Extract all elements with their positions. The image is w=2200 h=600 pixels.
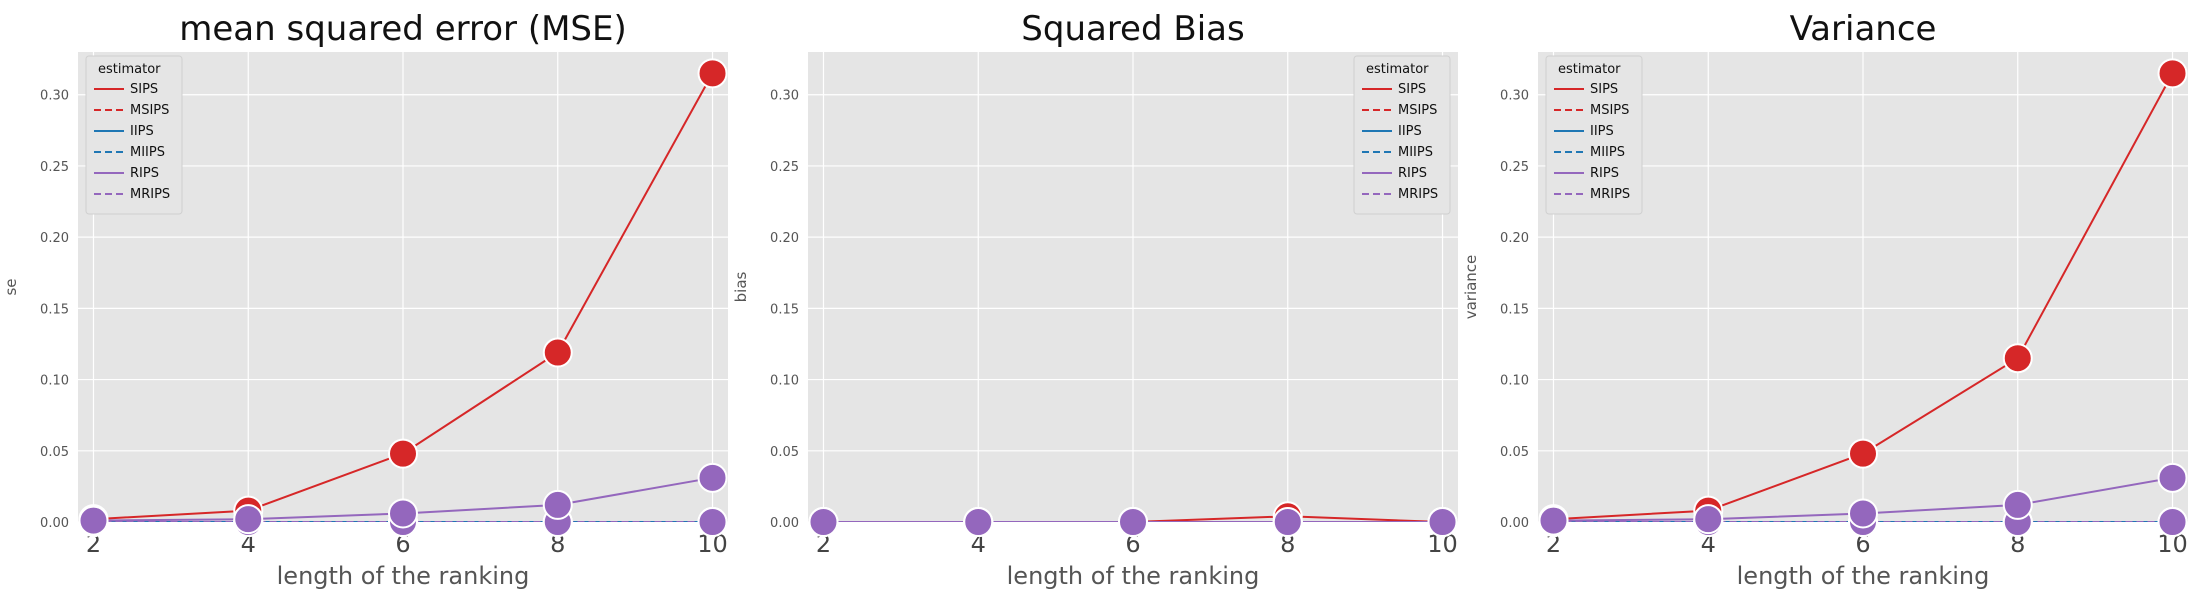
x-tick-label: 6 bbox=[1125, 530, 1140, 558]
y-tick-label: 0.20 bbox=[40, 231, 69, 246]
legend-title: estimator bbox=[98, 62, 161, 77]
x-axis-label: length of the ranking bbox=[1737, 562, 1990, 590]
legend-label: MIIPS bbox=[1398, 145, 1433, 160]
data-point-rips bbox=[2157, 462, 2188, 493]
x-axis-label: length of the ranking bbox=[277, 562, 530, 590]
legend-label: MSIPS bbox=[1590, 103, 1629, 118]
data-point-rips bbox=[388, 498, 418, 529]
x-axis-label: length of the ranking bbox=[1007, 562, 1260, 590]
data-point-rips bbox=[2002, 489, 2033, 520]
data-point-sips bbox=[697, 58, 728, 89]
legend-label: MIIPS bbox=[130, 145, 165, 160]
data-point-rips bbox=[1538, 505, 1569, 536]
chart-title: mean squared error (MSE) bbox=[179, 9, 627, 49]
x-tick-label: 4 bbox=[241, 530, 256, 558]
x-tick-label: 4 bbox=[1701, 530, 1716, 558]
x-tick-label: 2 bbox=[1546, 530, 1561, 558]
y-tick-label: 0.15 bbox=[1500, 302, 1529, 317]
data-point-mrips bbox=[697, 507, 728, 537]
legend-label: MRIPS bbox=[130, 187, 170, 202]
y-axis-label: bias bbox=[732, 271, 750, 302]
y-tick-label: 0.10 bbox=[770, 374, 799, 389]
x-tick-label: 8 bbox=[550, 530, 565, 558]
data-point-mrips bbox=[2157, 507, 2188, 537]
legend-label: RIPS bbox=[1398, 166, 1427, 181]
legend-label: MIIPS bbox=[1590, 145, 1625, 160]
y-axis-label: variance bbox=[1462, 255, 1480, 320]
data-point-rips bbox=[1693, 504, 1724, 535]
y-tick-label: 0.30 bbox=[770, 89, 799, 104]
data-point-sips bbox=[2002, 343, 2033, 374]
legend-label: IIPS bbox=[130, 124, 154, 139]
data-point-rips bbox=[1848, 498, 1878, 529]
legend: estimator SIPS MSIPS IIPS MIIPS RIPS MRIPS bbox=[1545, 55, 1643, 215]
legend-label: MRIPS bbox=[1590, 187, 1630, 202]
legend-label: MSIPS bbox=[1398, 103, 1437, 118]
legend-label: SIPS bbox=[1590, 82, 1618, 97]
legend-label: SIPS bbox=[130, 82, 158, 97]
legend-label: RIPS bbox=[130, 166, 159, 181]
x-tick-label: 2 bbox=[816, 530, 831, 558]
legend: estimator SIPS MSIPS IIPS MIIPS RIPS MRIPS bbox=[1353, 55, 1451, 215]
legend-title: estimator bbox=[1558, 62, 1621, 77]
chart-panel-2: 0.000.050.100.150.200.250.302 4 6 8 10Square… bbox=[732, 9, 1458, 590]
x-tick-label: 6 bbox=[1855, 530, 1870, 558]
data-point-rips bbox=[697, 462, 728, 493]
chart-panel-3: 0.000.050.100.150.200.250.302 4 6 8 10Varian… bbox=[1462, 9, 2188, 590]
y-tick-label: 0.00 bbox=[40, 516, 69, 531]
data-point-rips bbox=[963, 507, 994, 537]
data-point-rips bbox=[1272, 507, 1303, 537]
legend-box bbox=[1545, 55, 1643, 215]
legend-label: MRIPS bbox=[1398, 187, 1438, 202]
y-tick-label: 0.25 bbox=[1500, 160, 1529, 175]
data-point-rips bbox=[1118, 507, 1148, 537]
y-tick-label: 0.05 bbox=[1500, 445, 1529, 460]
x-tick-label: 6 bbox=[395, 530, 410, 558]
y-tick-label: 0.05 bbox=[770, 445, 799, 460]
y-tick-label: 0.20 bbox=[1500, 231, 1529, 246]
legend-title: estimator bbox=[1366, 62, 1429, 77]
legend-label: MSIPS bbox=[130, 103, 169, 118]
y-tick-label: 0.20 bbox=[770, 231, 799, 246]
legend-label: SIPS bbox=[1398, 82, 1426, 97]
y-tick-label: 0.05 bbox=[40, 445, 69, 460]
legend-label: IIPS bbox=[1590, 124, 1614, 139]
data-point-sips bbox=[388, 438, 418, 469]
x-tick-label: 4 bbox=[971, 530, 986, 558]
data-point-rips bbox=[233, 504, 264, 535]
x-tick-label: 8 bbox=[1280, 530, 1295, 558]
legend-box bbox=[85, 55, 183, 215]
y-tick-label: 0.30 bbox=[1500, 89, 1529, 104]
y-tick-label: 0.00 bbox=[770, 516, 799, 531]
data-point-rips bbox=[78, 505, 109, 536]
y-tick-label: 0.25 bbox=[770, 160, 799, 175]
x-tick-label: 8 bbox=[2010, 530, 2025, 558]
y-tick-label: 0.10 bbox=[1500, 374, 1529, 389]
y-tick-label: 0.00 bbox=[1500, 516, 1529, 531]
legend-label: IIPS bbox=[1398, 124, 1422, 139]
data-point-sips bbox=[2157, 58, 2188, 89]
data-point-rips bbox=[542, 489, 573, 520]
y-tick-label: 0.15 bbox=[40, 302, 69, 317]
legend-box bbox=[1353, 55, 1451, 215]
y-tick-label: 0.15 bbox=[770, 302, 799, 317]
y-tick-label: 0.30 bbox=[40, 89, 69, 104]
legend: estimator SIPS MSIPS IIPS MIIPS RIPS MRIPS bbox=[85, 55, 183, 215]
chart-title: Squared Bias bbox=[1021, 9, 1244, 49]
data-point-rips bbox=[808, 507, 839, 537]
series-line-sips bbox=[823, 515, 1443, 522]
legend-label: RIPS bbox=[1590, 166, 1619, 181]
x-tick-label: 2 bbox=[86, 530, 101, 558]
chart-title: Variance bbox=[1790, 9, 1937, 49]
y-axis-label: se bbox=[2, 278, 20, 295]
y-tick-label: 0.10 bbox=[40, 374, 69, 389]
data-point-sips bbox=[1848, 438, 1878, 469]
y-tick-label: 0.25 bbox=[40, 160, 69, 175]
data-point-sips bbox=[542, 337, 573, 368]
data-point-rips bbox=[1427, 507, 1458, 537]
